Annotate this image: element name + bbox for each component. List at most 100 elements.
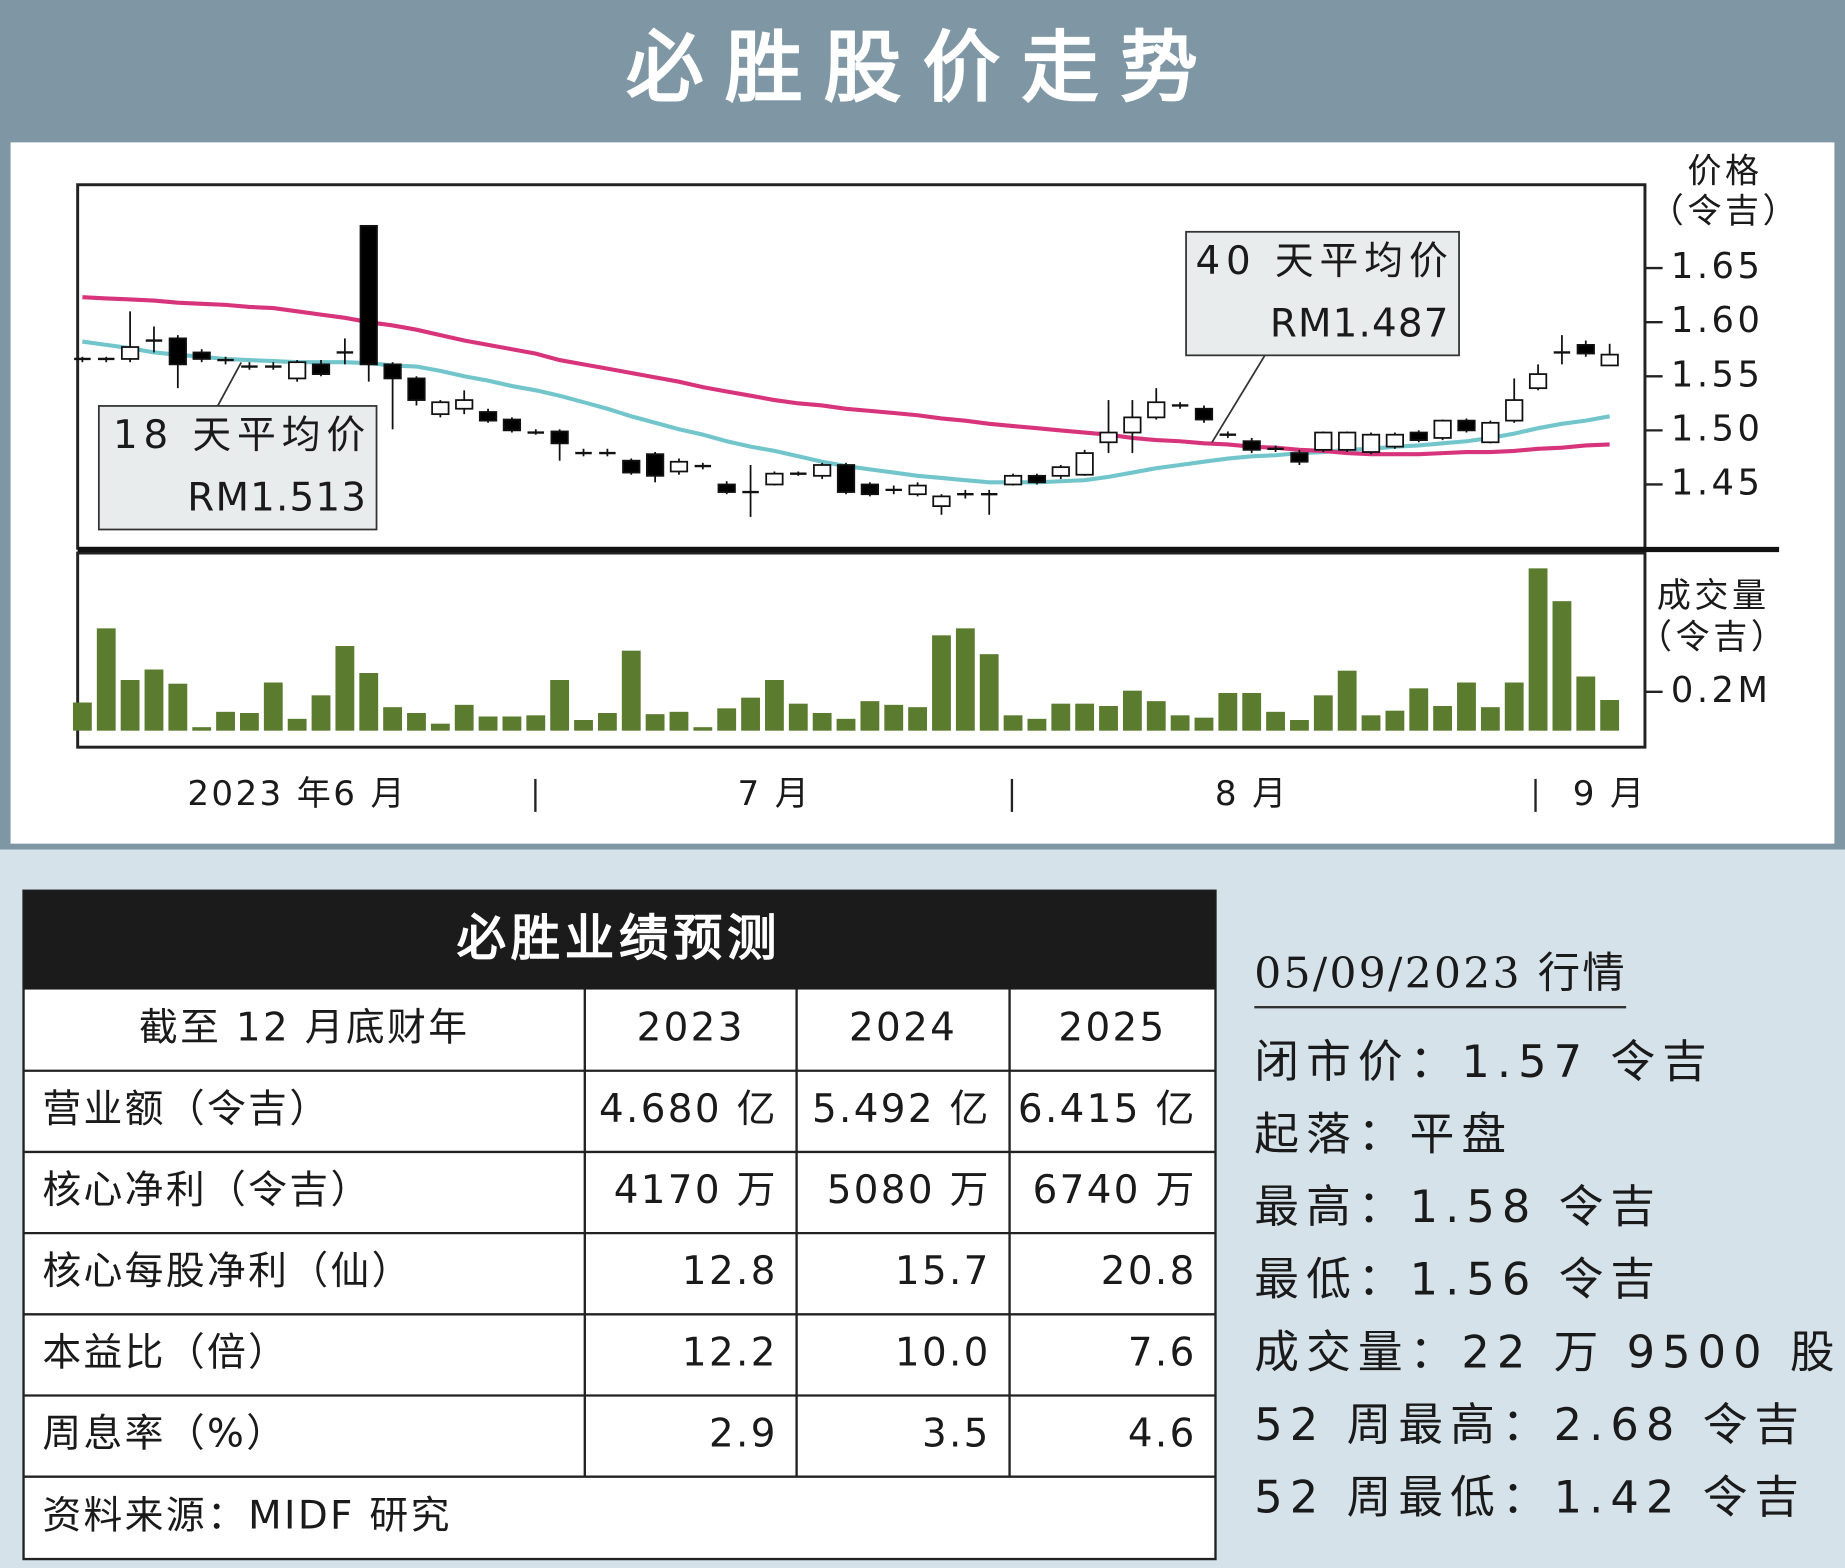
volume-bar — [1337, 670, 1357, 731]
y-tick-label: 1.55 — [1671, 354, 1764, 395]
volume-bar — [120, 679, 140, 731]
candle-body — [455, 399, 474, 410]
candle-body — [765, 472, 784, 486]
x-tick-label: 8 月 — [1215, 774, 1289, 814]
volume-bar — [168, 683, 188, 731]
table-cell: 4.680 亿 — [599, 1087, 778, 1132]
volume-bar — [263, 682, 283, 731]
volume-bar — [621, 650, 641, 731]
table-header: 截至 12 月底财年 — [139, 1006, 469, 1051]
candle-body — [1481, 421, 1500, 444]
volume-bar — [1600, 699, 1620, 731]
candle-body — [860, 483, 880, 496]
candle-body — [1385, 433, 1405, 448]
volume-bar — [1170, 715, 1190, 731]
candle-body — [1147, 401, 1166, 419]
candle-body — [120, 346, 140, 360]
candle-body — [431, 401, 450, 416]
table-cell: 5.492 亿 — [812, 1087, 991, 1132]
volume-bar — [216, 711, 235, 731]
table-body: 截至 12 月底财年 2023 2024 2025 营业额（令吉） 4.680 亿 5.49… — [23, 989, 1216, 1538]
volume-bar — [908, 707, 928, 731]
table-cell: 4.6 — [1128, 1412, 1197, 1457]
candle-body — [645, 453, 665, 477]
volume-bar — [502, 716, 522, 731]
annotation-box — [97, 405, 378, 531]
volume-bar — [1576, 676, 1596, 731]
quote-line: 成交量：22 万 9500 股 — [1254, 1325, 1841, 1378]
volume-bar — [717, 708, 737, 731]
quote-line: 起落：平盘 — [1254, 1107, 1513, 1160]
table-row-label: 营业额（令吉） — [42, 1087, 330, 1132]
table-cell: 10.0 — [895, 1330, 991, 1375]
candle-body — [288, 361, 307, 380]
volume-bar — [1433, 706, 1453, 731]
volume-bar — [1552, 601, 1572, 731]
annotation-label: 40 天平均价 — [1195, 239, 1453, 284]
volume-axis-unit: （令吉） — [1638, 617, 1789, 657]
y-tick-label: 1.50 — [1671, 408, 1764, 449]
volume-bar — [788, 703, 808, 731]
table-row-label: 核心每股净利（仙） — [42, 1249, 412, 1294]
volume-bar — [932, 635, 951, 731]
table-title: 必胜业绩预测 — [457, 909, 782, 967]
volume-bar — [884, 704, 904, 731]
annotation-pointer — [216, 361, 242, 407]
volume-bar — [96, 628, 116, 731]
candle-body — [813, 464, 832, 477]
volume-bar — [1099, 706, 1118, 731]
candle-body — [1194, 407, 1214, 421]
candle-body — [478, 411, 498, 422]
volume-bar — [1075, 703, 1095, 731]
candle-body — [1528, 373, 1548, 390]
table-header: 2024 — [849, 1006, 957, 1051]
y-tick-label: 1.60 — [1671, 300, 1764, 341]
table-cell: 12.2 — [682, 1330, 778, 1375]
candle-body — [1123, 416, 1142, 434]
volume-bar — [1457, 682, 1476, 731]
x-tick-label: 7 月 — [738, 774, 812, 814]
plot: 1.45 1.50 1.55 1.60 1.65 0.2M 2023 年6 月 7 月 8 月 9… — [72, 224, 1768, 814]
candle-body — [1457, 419, 1476, 432]
x-tick-label: 2023 年6 月 — [187, 774, 407, 814]
table-header: 2025 — [1058, 1006, 1166, 1051]
volume-bar — [1361, 715, 1381, 731]
volume-bar — [1218, 693, 1238, 731]
candle-body — [836, 464, 856, 493]
candle-body — [1433, 419, 1452, 439]
candle-body — [1600, 353, 1619, 367]
volume-bar — [72, 702, 92, 731]
table-row-label: 周息率（%） — [42, 1412, 287, 1457]
candle-body — [1051, 466, 1070, 477]
candle-body — [622, 459, 641, 474]
table-cell: 7.6 — [1128, 1330, 1197, 1375]
page-title: 必胜股价走势 — [626, 23, 1219, 113]
annotation-pointer — [1211, 354, 1266, 443]
volume-bar — [1504, 682, 1524, 731]
volume-bar — [1266, 711, 1285, 731]
table-cell: 6.415 亿 — [1018, 1087, 1197, 1132]
volume-bar — [1194, 717, 1214, 731]
volume-bar — [1290, 719, 1309, 731]
volume-bar — [407, 713, 426, 731]
volume-bar — [359, 673, 379, 731]
table-cell: 4170 万 — [614, 1168, 778, 1213]
volume-bar — [574, 719, 593, 731]
volume-bar — [454, 704, 474, 731]
volume-bar — [979, 654, 999, 731]
volume-bar — [192, 727, 212, 731]
volume-bar — [812, 713, 832, 731]
volume-bar — [383, 707, 403, 731]
volume-bar — [860, 701, 880, 731]
volume-bar — [335, 646, 355, 731]
y-tick-label: 1.45 — [1671, 462, 1764, 503]
volume-bar — [550, 679, 570, 731]
volume-bar — [144, 669, 164, 731]
candle-body — [383, 363, 402, 380]
candle-body — [1361, 433, 1381, 453]
candle-body — [669, 460, 689, 473]
annotation-value: RM1.487 — [1270, 301, 1450, 346]
table-cell: 15.7 — [895, 1249, 991, 1294]
